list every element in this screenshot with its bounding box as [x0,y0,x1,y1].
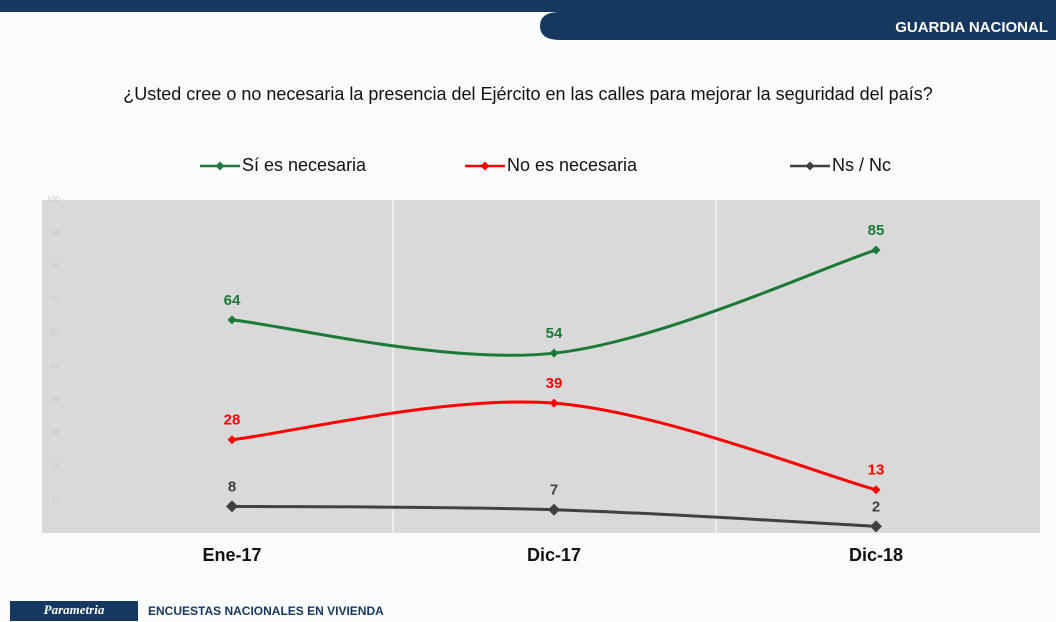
y-tick-label: 70 [51,295,60,304]
section-tab [540,12,1056,40]
point [549,348,559,358]
footer-caption: ENCUESTAS NACIONALES EN VIVIENDA [148,604,384,618]
legend-marker [215,161,225,171]
y-tick-label: 90 [51,228,60,237]
x-tick-label: Ene-17 [202,545,261,565]
plot-area [42,200,1040,533]
y-tick-label: 30 [51,428,60,437]
legend-label: Sí es necesaria [242,155,367,175]
y-tick-label: 100 [47,195,61,204]
data-label: 85 [868,222,885,239]
data-label: 64 [224,292,241,309]
y-tick-label: 50 [51,362,60,371]
data-label: 7 [550,482,558,499]
point [227,315,237,325]
y-tick-label: 20 [51,462,60,471]
legend-marker [805,161,815,171]
point [227,435,237,445]
chart-title: ¿Usted cree o no necesaria la presencia … [123,84,932,104]
logo: Parametria [44,602,105,617]
legend-label: Ns / Nc [832,155,891,175]
data-label: 8 [228,478,236,495]
data-label: 13 [868,462,885,479]
point [870,520,882,533]
point [549,398,559,408]
point [871,245,881,255]
data-label: 39 [546,375,563,392]
data-label: 54 [546,325,563,342]
y-tick-label: 80 [51,262,60,271]
data-label: 28 [224,412,241,429]
point [871,485,881,495]
legend-label: No es necesaria [507,155,638,175]
section-title: GUARDIA NACIONAL [895,19,1048,36]
top-bar [0,0,1056,12]
y-tick-label: 60 [51,328,60,337]
point [226,500,238,513]
legend-marker [480,161,490,171]
y-tick-label: 10 [51,495,60,504]
logo-box [10,601,138,621]
x-tick-label: Dic-17 [527,545,581,565]
y-tick-label: 40 [51,395,60,404]
x-tick-label: Dic-18 [849,545,903,565]
point [548,503,560,516]
data-label: 2 [872,498,880,515]
